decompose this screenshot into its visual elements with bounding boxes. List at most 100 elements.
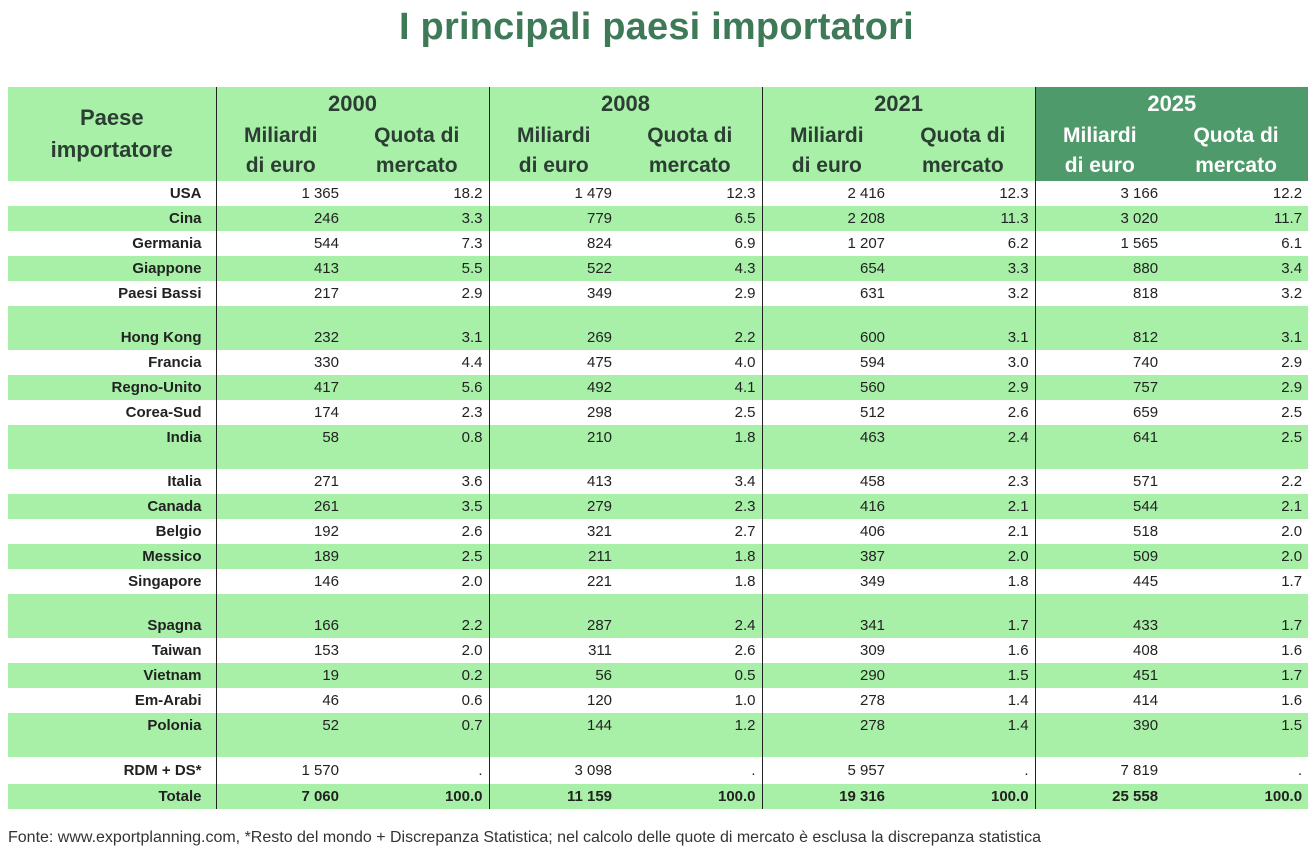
share-value-cell: 3.0 [1007, 354, 1029, 371]
country-name-cell: Corea-Sud [125, 404, 202, 421]
share-value-cell: 100.0 [345, 784, 490, 809]
country-name-cell: India [8, 425, 216, 450]
separator-cell [215, 306, 345, 325]
separator-cell [488, 306, 619, 325]
source-note: Fonte: www.exportplanning.com, *Resto de… [8, 829, 1041, 846]
billions-value-cell: 3 020 [1034, 206, 1165, 231]
share-value-cell: 0.7 [345, 713, 490, 738]
importers-table: Paese importatore 2000 2008 2021 2025 Mi… [8, 87, 1309, 809]
share-value-cell: 12.3 [726, 185, 756, 202]
billions-value-cell: 387 [761, 544, 892, 569]
country-name-cell: Taiwan [151, 642, 202, 659]
billions-value-cell: 52 [215, 713, 345, 738]
share-value-cell: 2.6 [461, 523, 483, 540]
separator-cell [618, 738, 763, 757]
table-row: Italia 271 3.6 413 3.4 458 2.3 571 2.2 [8, 469, 1308, 494]
billions-value-cell: 492 [488, 375, 619, 400]
separator-cell [8, 450, 216, 469]
billions-value-cell: 544 [1034, 494, 1165, 519]
share-value-cell: 2.1 [1007, 523, 1029, 540]
billions-value-cell: 120 [488, 688, 619, 713]
share-value-cell: 0.6 [461, 692, 483, 709]
billions-value-cell: 211 [488, 544, 619, 569]
billions-value-cell: 19 316 [761, 784, 892, 809]
separator-cell [8, 306, 216, 325]
share-value-cell: 2.0 [1164, 544, 1309, 569]
separator-cell [8, 594, 216, 613]
billions-value-cell: 246 [215, 206, 345, 231]
billions-value-cell: 1 479 [488, 181, 619, 206]
share-value-cell: 1.7 [891, 613, 1036, 638]
billions-value-cell: 594 [761, 350, 892, 375]
share-value-cell: . [1297, 762, 1303, 779]
separator-cell [8, 738, 216, 757]
billions-value-cell: 522 [488, 256, 619, 281]
share-value-cell: 1.6 [1281, 642, 1303, 659]
market-share-header: Quota di mercato [891, 121, 1036, 181]
share-value-cell: 1.8 [734, 573, 756, 590]
share-value-cell: . [1024, 762, 1029, 779]
billions-value-cell: 5 957 [761, 757, 892, 784]
country-name-cell: Cina [8, 206, 216, 231]
billions-value-cell: 641 [1034, 425, 1165, 450]
table-row: Cina 246 3.3 779 6.5 2 208 11.3 3 020 11.7 [8, 206, 1309, 231]
share-value-cell: 2.3 [1007, 473, 1029, 490]
table-row: Paesi Bassi 217 2.9 349 2.9 631 3.2 818 3.2 [8, 281, 1308, 306]
country-name-cell: Singapore [128, 573, 202, 590]
separator-cell [761, 306, 892, 325]
share-value-cell: 2.0 [461, 642, 483, 659]
country-name-cell: USA [169, 185, 202, 202]
share-value-cell: 2.0 [891, 544, 1036, 569]
share-value-cell: 2.0 [1281, 523, 1303, 540]
share-value-cell: 12.2 [1272, 185, 1303, 202]
share-value-cell: 2.9 [461, 285, 483, 302]
billions-value-cell: 7 060 [215, 784, 345, 809]
share-value-cell: 2.5 [1281, 404, 1303, 421]
country-name-cell: Vietnam [8, 663, 216, 688]
separator-cell [618, 594, 763, 613]
billions-value-cell: 458 [761, 469, 892, 494]
separator-cell [215, 738, 345, 757]
billions-value-cell: 174 [215, 400, 345, 425]
share-header-line-2: mercato [921, 154, 1004, 177]
billions-value-cell: 309 [761, 638, 892, 663]
table-row: Taiwan 153 2.0 311 2.6 309 1.6 408 1.6 [8, 638, 1308, 663]
billions-value-cell: 25 558 [1034, 784, 1165, 809]
share-value-cell: 2.9 [1164, 375, 1309, 400]
share-header-line-1: Quota di [374, 124, 460, 147]
country-name-cell: Messico [8, 544, 216, 569]
share-value-cell: 1.4 [1007, 692, 1029, 709]
year-header-2021: 2021 [761, 87, 1036, 121]
country-column-header: Paese importatore [8, 87, 216, 181]
table-body: USA 1 365 18.2 1 479 12.3 2 416 12.3 3 166 12.2 C… [8, 181, 1309, 809]
billions-value-cell: 330 [215, 350, 345, 375]
billions-value-cell: 290 [761, 663, 892, 688]
billions-value-cell: 571 [1034, 469, 1165, 494]
billions-value-cell: 210 [488, 425, 619, 450]
billions-value-cell: 880 [1034, 256, 1165, 281]
share-value-cell: 4.1 [618, 375, 763, 400]
subheader-row: Miliardi di euro Quota di mercato Miliardi di… [8, 121, 1309, 181]
separator-cell [1164, 450, 1309, 469]
billions-value-cell: 279 [488, 494, 619, 519]
separator-cell [618, 450, 763, 469]
separator-cell [345, 450, 490, 469]
billions-value-cell: 2 416 [761, 181, 892, 206]
table-row: USA 1 365 18.2 1 479 12.3 2 416 12.3 3 166 12.2 [8, 181, 1308, 206]
share-value-cell: 2.3 [461, 404, 483, 421]
share-value-cell: 2.0 [461, 573, 483, 590]
billions-value-cell: 654 [761, 256, 892, 281]
billions-euro-header: Miliardi di euro [761, 121, 892, 181]
separator-cell [1164, 306, 1309, 325]
year-header-2025: 2025 [1034, 87, 1309, 121]
share-value-cell: 3.5 [345, 494, 490, 519]
share-value-cell: 2.9 [1281, 354, 1303, 371]
billions-value-cell: 433 [1034, 613, 1165, 638]
share-value-cell: 3.1 [891, 325, 1036, 350]
billions-value-cell: 2 208 [761, 206, 892, 231]
separator-cell [345, 738, 490, 757]
share-header-line-2: mercato [1195, 154, 1277, 177]
separator-cell [345, 306, 490, 325]
billions-value-cell: 475 [488, 350, 619, 375]
country-name-cell: Francia [148, 354, 202, 371]
